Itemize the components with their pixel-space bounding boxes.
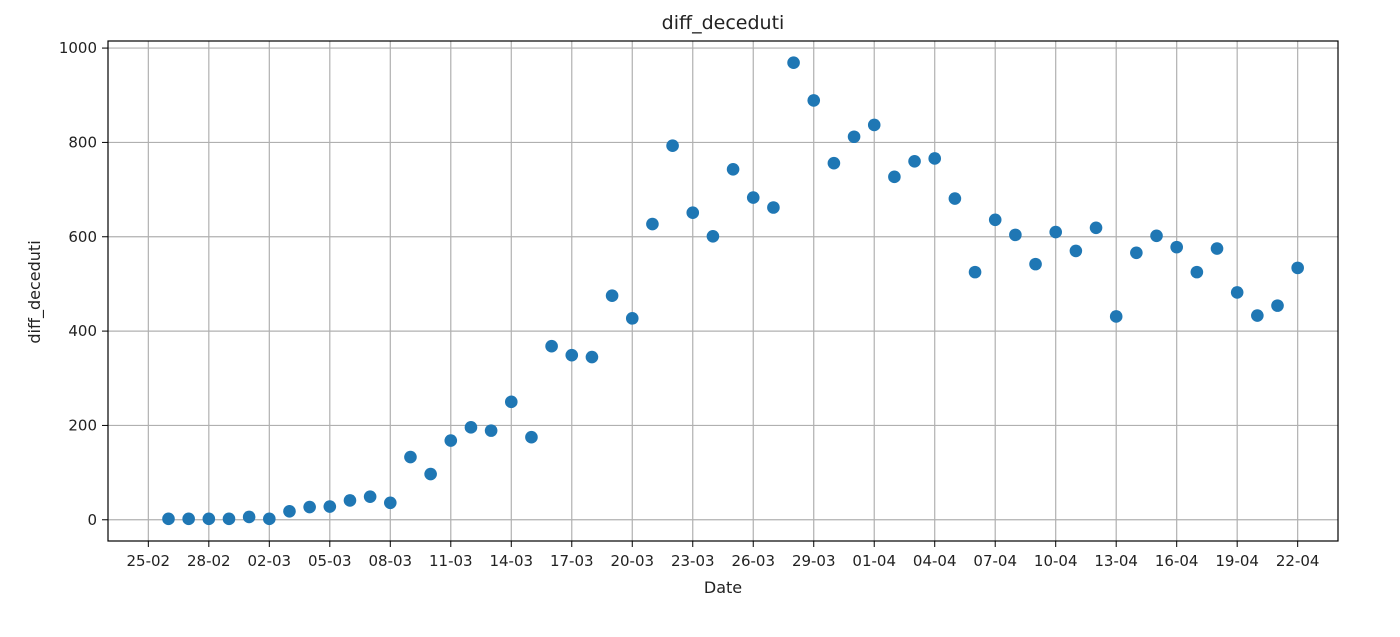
data-point xyxy=(565,348,579,362)
data-point xyxy=(787,56,800,69)
x-tick-label: 19-04 xyxy=(1215,552,1259,570)
data-point xyxy=(827,156,841,170)
data-point xyxy=(807,94,821,107)
y-tick-label: 0 xyxy=(87,511,97,529)
x-tick-label: 10-04 xyxy=(1034,552,1078,570)
data-point xyxy=(767,201,780,214)
x-tick-label: 13-04 xyxy=(1094,552,1138,570)
data-point xyxy=(1210,242,1224,255)
data-point xyxy=(363,490,377,503)
data-points xyxy=(162,56,1304,526)
x-tick-label: 22-04 xyxy=(1276,552,1320,570)
data-point xyxy=(1150,229,1163,243)
data-point xyxy=(1251,309,1264,322)
data-point xyxy=(182,512,195,526)
data-point xyxy=(525,430,538,444)
data-point xyxy=(323,500,337,513)
x-tick-label: 17-03 xyxy=(550,552,594,570)
data-point xyxy=(646,217,659,231)
y-tick-label: 400 xyxy=(68,322,97,340)
x-tick-label: 11-03 xyxy=(429,552,473,570)
x-tick-label: 14-03 xyxy=(489,552,533,570)
x-tick-label: 16-04 xyxy=(1155,552,1199,570)
data-point xyxy=(585,350,599,364)
data-point xyxy=(847,130,861,144)
data-point xyxy=(242,510,256,524)
x-tick-label: 26-03 xyxy=(731,552,775,570)
x-tick-label: 08-03 xyxy=(368,552,412,570)
data-point xyxy=(1271,299,1284,312)
data-point xyxy=(545,339,558,353)
data-point xyxy=(1130,246,1143,260)
data-point xyxy=(988,213,1002,227)
y-axis-label: diff_deceduti xyxy=(25,240,45,343)
data-point xyxy=(1029,257,1042,271)
data-point xyxy=(928,152,942,165)
axis-ticks: 25-02 28-02 02-03 05-03 08-03 11-03 14-03 17-03… xyxy=(59,39,1320,570)
data-point xyxy=(202,512,216,526)
x-axis-label: Date xyxy=(704,578,742,597)
data-point xyxy=(383,496,397,510)
data-point xyxy=(867,118,881,132)
data-point xyxy=(605,289,619,303)
data-point xyxy=(464,421,478,434)
x-tick-label: 01-04 xyxy=(852,552,896,570)
data-point xyxy=(1190,265,1204,279)
data-point xyxy=(504,395,518,409)
x-tick-label: 02-03 xyxy=(248,552,292,570)
data-point xyxy=(222,512,236,526)
data-point xyxy=(746,191,760,204)
x-tick-label: 29-03 xyxy=(792,552,836,570)
y-tick-label: 800 xyxy=(68,133,97,151)
y-tick-label: 1000 xyxy=(59,39,97,57)
plot-frame xyxy=(107,40,1339,542)
y-tick-label: 200 xyxy=(68,416,97,434)
data-point xyxy=(303,500,316,514)
grid xyxy=(108,41,1338,541)
data-point xyxy=(1170,240,1183,254)
data-point xyxy=(706,229,720,243)
data-point xyxy=(726,163,740,176)
data-point xyxy=(625,312,639,325)
data-point xyxy=(1009,228,1022,242)
x-tick-label: 04-04 xyxy=(913,552,957,570)
data-point xyxy=(686,206,700,219)
y-tick-label: 600 xyxy=(68,228,97,246)
data-point xyxy=(1069,244,1083,258)
data-point xyxy=(1230,286,1244,299)
x-tick-label: 20-03 xyxy=(610,552,654,570)
chart-title: diff_deceduti xyxy=(662,12,785,34)
data-point xyxy=(263,512,276,526)
data-point xyxy=(404,450,417,464)
data-point xyxy=(1049,225,1063,239)
data-point xyxy=(968,265,982,279)
data-point xyxy=(162,512,175,526)
data-point xyxy=(343,494,357,507)
x-tick-label: 28-02 xyxy=(187,552,231,570)
data-point xyxy=(1109,310,1123,323)
x-tick-label: 23-03 xyxy=(671,552,715,570)
x-tick-label: 07-04 xyxy=(973,552,1017,570)
data-point xyxy=(948,192,962,205)
data-point xyxy=(908,154,921,168)
data-point xyxy=(1291,261,1304,275)
x-tick-label: 05-03 xyxy=(308,552,352,570)
data-point xyxy=(484,424,498,437)
x-tick-label: 25-02 xyxy=(127,552,171,570)
data-point xyxy=(424,467,437,481)
data-point xyxy=(888,170,901,184)
data-point xyxy=(444,434,458,447)
data-point xyxy=(1089,221,1103,235)
data-point xyxy=(283,504,296,518)
data-point xyxy=(666,139,679,153)
